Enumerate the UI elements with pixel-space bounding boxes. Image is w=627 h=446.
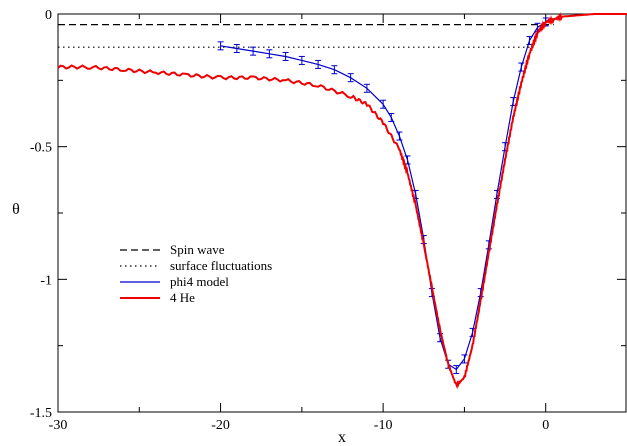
series-layer: [57, 12, 627, 390]
x-tick-label: -30: [49, 418, 68, 433]
legend-label: surface fluctuations: [170, 258, 272, 273]
legend-label: phi4 model: [170, 274, 229, 289]
x-tick-label: -20: [211, 418, 230, 433]
y-tick-label: -0.5: [30, 141, 52, 156]
legend-label: 4 He: [170, 290, 195, 305]
series-4-he: [57, 12, 627, 390]
series-line: [57, 12, 627, 390]
axis-ticks: -30 -20 -10 0 0 -0.5 -1 -1.5: [30, 8, 626, 433]
y-axis-title: θ: [12, 201, 20, 218]
y-tick-label: 0: [45, 8, 52, 23]
axis-labels: x θ: [12, 201, 346, 446]
x-tick-label: -10: [374, 418, 393, 433]
y-tick-label: -1: [40, 273, 52, 288]
x-axis-title: x: [338, 429, 346, 446]
y-tick-label: -1.5: [30, 406, 52, 421]
legend-label: Spin wave: [170, 242, 225, 257]
x-tick-label: 0: [542, 418, 549, 433]
